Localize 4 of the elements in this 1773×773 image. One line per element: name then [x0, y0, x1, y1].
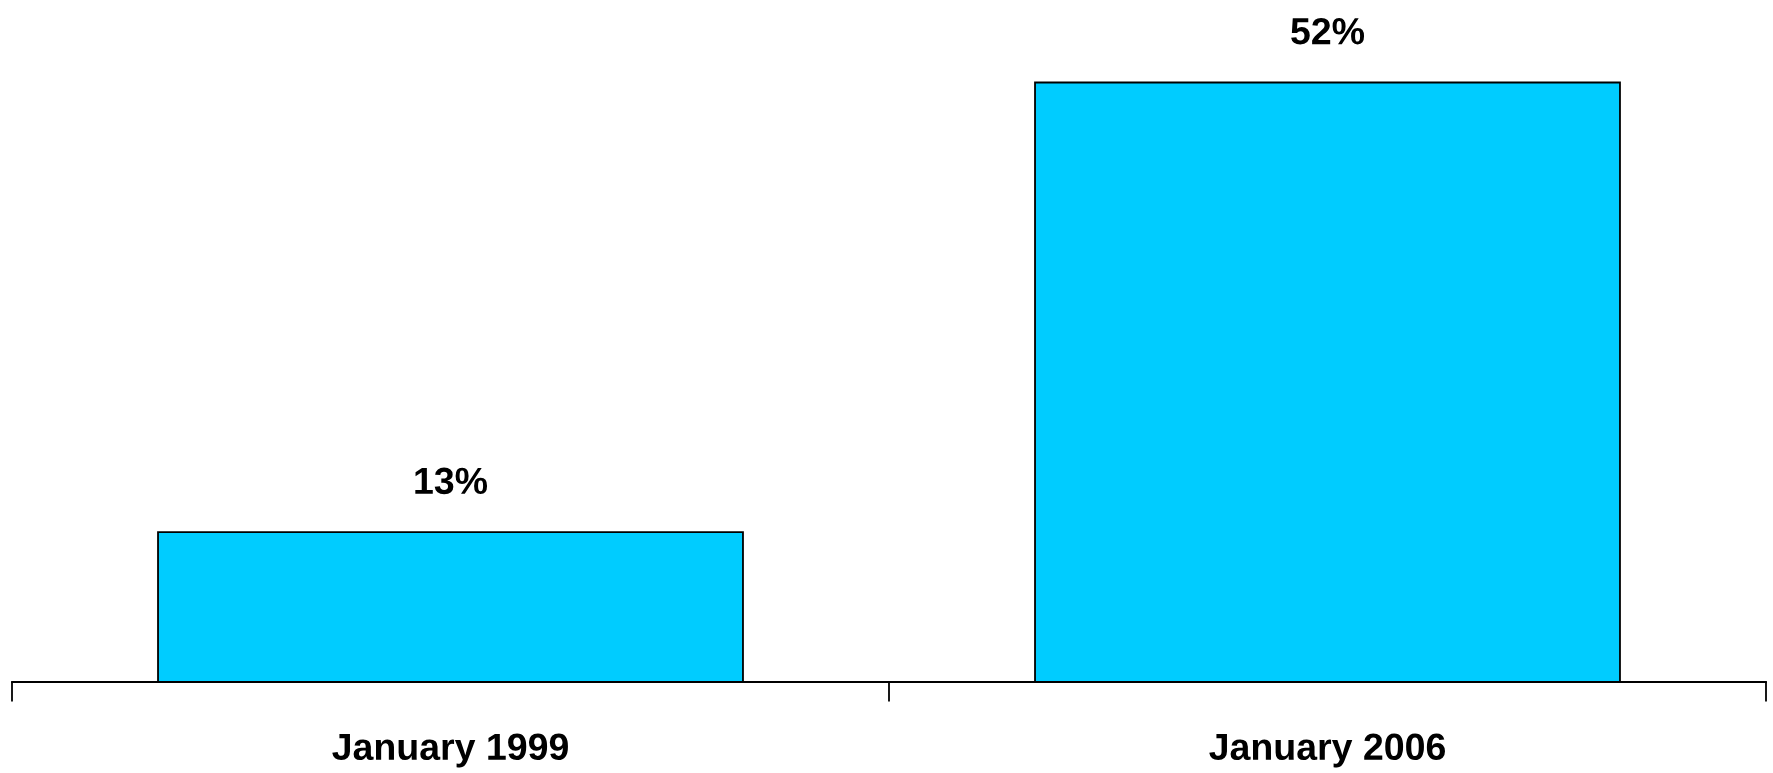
- x-tick-label: January 1999: [332, 733, 568, 768]
- x-tick-label: January 2006: [1209, 733, 1445, 768]
- data-label: 52%: [1291, 17, 1365, 45]
- data-label: 13%: [415, 467, 488, 495]
